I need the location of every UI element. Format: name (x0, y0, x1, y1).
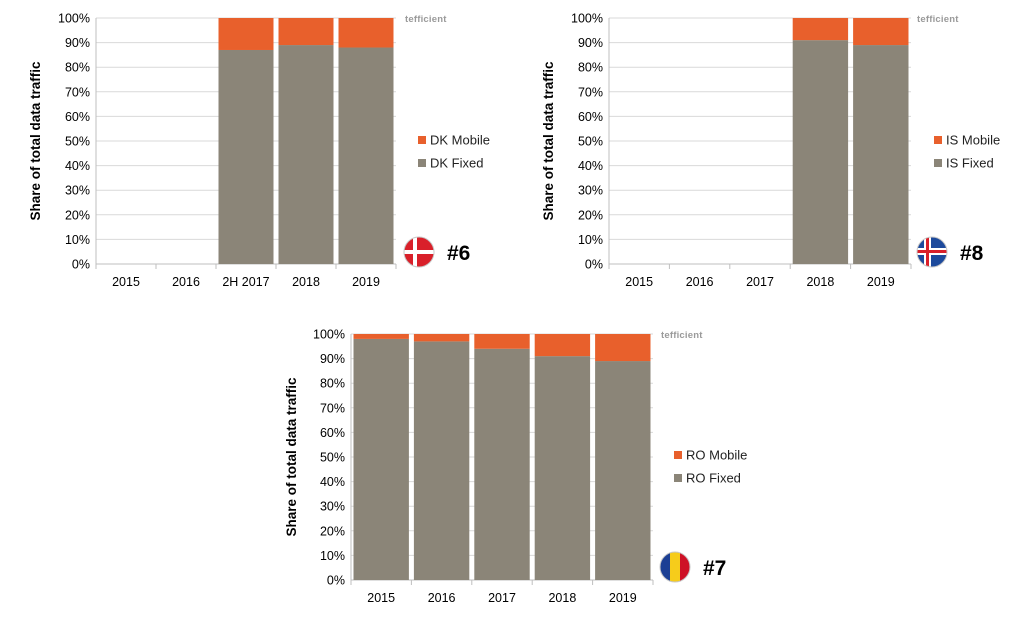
legend-label: RO Mobile (686, 448, 747, 463)
y-tick-label: 60% (578, 110, 603, 124)
x-tick-label: 2016 (686, 275, 714, 289)
y-tick-label: 50% (578, 135, 603, 149)
x-tick-label: 2019 (867, 275, 895, 289)
bar-fixed (474, 348, 530, 580)
y-tick-label: 30% (578, 184, 603, 198)
x-tick-label: 2H 2017 (222, 275, 269, 289)
bar-mobile (474, 334, 530, 349)
legend-swatch (934, 159, 942, 167)
iceland-flag-icon (916, 236, 948, 268)
legend-swatch (934, 136, 942, 144)
y-tick-label: 90% (578, 36, 603, 50)
y-tick-label: 100% (313, 328, 345, 342)
y-tick-label: 40% (320, 475, 345, 489)
bar-mobile (534, 334, 591, 357)
bar-mobile (218, 18, 274, 50)
y-tick-label: 100% (571, 12, 603, 26)
y-tick-label: 10% (320, 549, 345, 563)
bar-fixed (278, 45, 334, 265)
bar-mobile (853, 18, 909, 46)
x-tick-label: 2017 (746, 275, 774, 289)
legend-swatch (418, 159, 426, 167)
y-tick-label: 20% (578, 208, 603, 222)
y-tick-label: 0% (327, 574, 345, 588)
chart-ro: 0% 10% 20% 30% 40% 50% 60% 70% 80% 90% 100% 2015 201… (284, 328, 747, 606)
x-tick-label: 2015 (367, 591, 395, 605)
y-tick-label: 70% (578, 85, 603, 99)
y-tick-label: 0% (72, 258, 90, 272)
y-tick-label: 20% (65, 208, 90, 222)
y-tick-label: 30% (65, 184, 90, 198)
bar-fixed (534, 356, 591, 580)
brand-watermark: tefficient (405, 14, 447, 25)
x-tick-label: 2015 (625, 275, 653, 289)
x-tick-label: 2018 (292, 275, 320, 289)
legend-label: IS Fixed (946, 156, 994, 171)
y-tick-label: 90% (65, 36, 90, 50)
y-tick-label: 70% (320, 401, 345, 415)
y-tick-label: 40% (65, 159, 90, 173)
bar-mobile (595, 334, 651, 362)
bar-fixed (853, 45, 909, 265)
y-tick-label: 0% (585, 258, 603, 272)
y-tick-label: 80% (320, 377, 345, 391)
charts-group: 0% 10% 20% 30% 40% 50% 60% 70% 80% 90% 100% 2015 201… (28, 12, 1000, 606)
chart-is: 0% 10% 20% 30% 40% 50% 60% 70% 80% 90% 100% 2015 201… (541, 12, 1000, 290)
legend-label: DK Mobile (430, 133, 490, 148)
bar-mobile (353, 334, 409, 339)
legend-label: DK Fixed (430, 156, 483, 171)
x-tick-label: 2015 (112, 275, 140, 289)
bar-fixed (353, 338, 409, 580)
x-tick-label: 2016 (172, 275, 200, 289)
x-tick-label: 2018 (806, 275, 834, 289)
y-tick-label: 10% (65, 233, 90, 247)
y-axis-label: Share of total data traffic (284, 377, 299, 537)
rank-label: #6 (447, 242, 470, 265)
x-tick-label: 2019 (609, 591, 637, 605)
y-tick-label: 80% (65, 61, 90, 75)
y-tick-label: 60% (65, 110, 90, 124)
legend-swatch (418, 136, 426, 144)
bar-fixed (338, 47, 394, 264)
romania-flag-icon (659, 551, 691, 583)
y-tick-label: 40% (578, 159, 603, 173)
brand-watermark: tefficient (661, 330, 703, 341)
brand-watermark: tefficient (917, 14, 959, 25)
bar-fixed (595, 361, 651, 580)
legend-label: IS Mobile (946, 133, 1000, 148)
y-tick-label: 70% (65, 85, 90, 99)
y-tick-label: 80% (578, 61, 603, 75)
y-tick-label: 30% (320, 500, 345, 514)
bar-fixed (218, 49, 274, 265)
bar-fixed (413, 341, 470, 580)
x-tick-label: 2016 (428, 591, 456, 605)
legend-swatch (674, 451, 682, 459)
bar-mobile (792, 18, 849, 41)
y-axis-label: Share of total data traffic (541, 61, 556, 221)
y-tick-label: 10% (578, 233, 603, 247)
y-tick-label: 90% (320, 352, 345, 366)
bar-mobile (278, 18, 334, 46)
y-axis-label: Share of total data traffic (28, 61, 43, 221)
legend-label: RO Fixed (686, 471, 741, 486)
bar-mobile (413, 334, 470, 342)
bar-fixed (792, 40, 849, 264)
rank-label: #8 (960, 242, 984, 265)
y-tick-label: 20% (320, 524, 345, 538)
x-tick-label: 2019 (352, 275, 380, 289)
y-tick-label: 100% (58, 12, 90, 26)
y-tick-label: 50% (65, 135, 90, 149)
bar-mobile (338, 18, 394, 48)
chart-dk: 0% 10% 20% 30% 40% 50% 60% 70% 80% 90% 100% 2015 201… (28, 12, 490, 290)
x-tick-label: 2017 (488, 591, 516, 605)
legend-swatch (674, 474, 682, 482)
denmark-flag-icon (403, 236, 435, 268)
x-tick-label: 2018 (548, 591, 576, 605)
rank-label: #7 (703, 557, 726, 580)
y-tick-label: 60% (320, 426, 345, 440)
y-tick-label: 50% (320, 451, 345, 465)
